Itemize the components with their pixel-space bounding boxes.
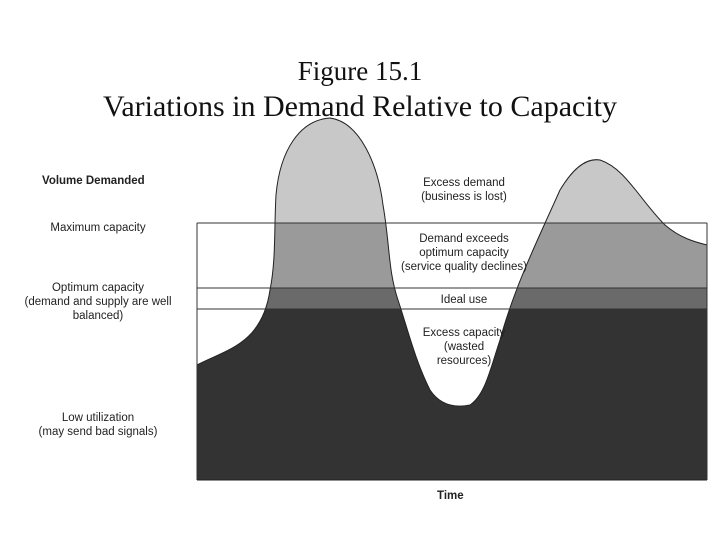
excess-capacity-line2: (wasted bbox=[443, 341, 485, 353]
demand-exceeds-label: Demand exceeds optimum capacity (service… bbox=[388, 232, 540, 274]
excess-demand-label: Excess demand (business is lost) bbox=[400, 176, 528, 204]
ideal-use-label: Ideal use bbox=[440, 294, 488, 306]
excess-capacity-line1: Excess capacity bbox=[422, 327, 506, 339]
low-utilization-line2: (may send bad signals) bbox=[38, 426, 158, 438]
time-axis-label: Time bbox=[437, 490, 464, 502]
demand-exceeds-line2: optimum capacity bbox=[419, 247, 509, 259]
optimum-capacity-line3: balanced) bbox=[72, 310, 124, 322]
low-utilization-line1: Low utilization bbox=[61, 412, 135, 424]
optimum-capacity-line1: Optimum capacity bbox=[51, 282, 145, 294]
excess-demand-band bbox=[197, 118, 707, 223]
excess-capacity-line3: resources) bbox=[436, 355, 492, 367]
demand-curve bbox=[196, 117, 708, 407]
maximum-capacity-label: Maximum capacity bbox=[50, 222, 146, 234]
optimum-capacity-line2: (demand and supply are well bbox=[24, 296, 172, 308]
figure-title: Variations in Demand Relative to Capacit… bbox=[102, 90, 618, 123]
volume-demanded-label: Volume Demanded bbox=[42, 175, 145, 187]
excess-demand-line2: (business is lost) bbox=[421, 191, 507, 203]
excess-demand-line1: Excess demand bbox=[423, 177, 505, 189]
demand-exceeds-line3: (service quality declines) bbox=[401, 261, 527, 273]
optimum-capacity-label: Optimum capacity (demand and supply are … bbox=[10, 281, 186, 323]
low-utilization-label: Low utilization (may send bad signals) bbox=[10, 411, 186, 439]
demand-exceeds-line1: Demand exceeds bbox=[419, 233, 509, 245]
figure-number: Figure 15.1 bbox=[297, 56, 423, 86]
excess-capacity-label: Excess capacity (wasted resources) bbox=[405, 326, 523, 368]
